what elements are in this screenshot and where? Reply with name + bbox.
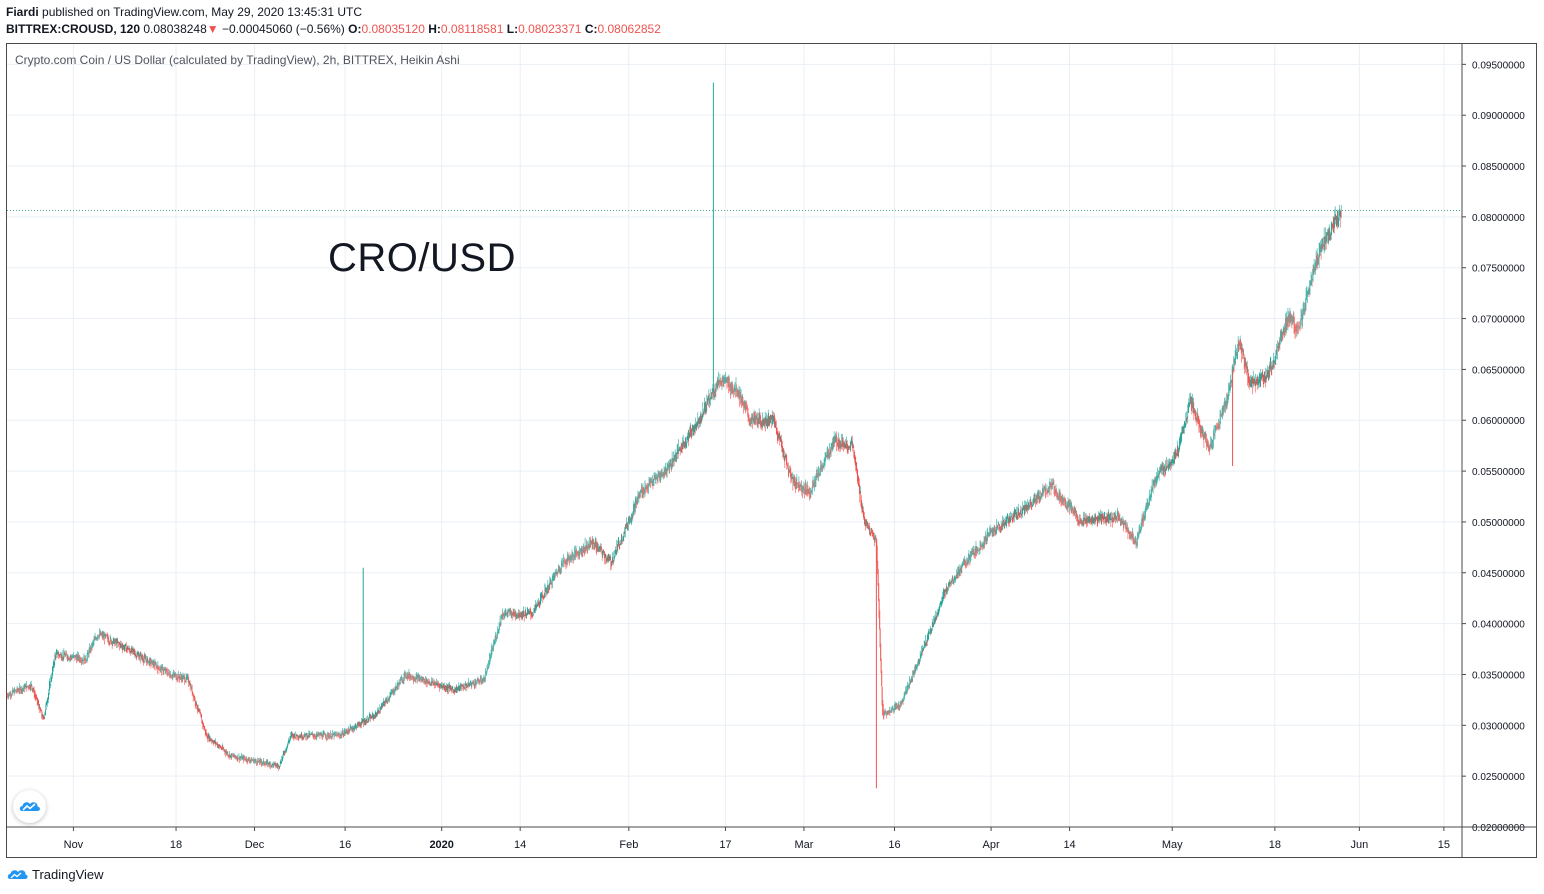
open-value: 0.08035120 xyxy=(361,22,425,36)
time-tick-label: 15 xyxy=(1438,839,1450,851)
time-tick-label: 18 xyxy=(170,839,182,851)
time-tick-label: May xyxy=(1162,839,1183,851)
price-tick-label: 0.07000000 xyxy=(1472,315,1525,326)
symbol-label: BITTREX:CROUSD, 120 xyxy=(6,22,141,36)
price-tick-label: 0.03000000 xyxy=(1472,721,1525,732)
time-tick-label: Apr xyxy=(983,839,1000,851)
time-tick-label: 16 xyxy=(339,839,351,851)
price-tick-label: 0.06500000 xyxy=(1472,365,1525,376)
brand-name[interactable]: TradingView xyxy=(32,866,104,882)
price-axis: 0.02000000 0.02500000 0.03000000 0.03500000… xyxy=(1461,44,1525,857)
author-name[interactable]: Fiardi xyxy=(6,5,39,19)
price-tick-label: 0.09500000 xyxy=(1472,60,1525,71)
chart-title: Crypto.com Coin / US Dollar (calculated … xyxy=(15,53,460,67)
price-tick-label: 0.02500000 xyxy=(1472,772,1525,783)
price-tick-label: 0.05500000 xyxy=(1472,467,1525,478)
close-label: C: xyxy=(584,22,598,36)
low-label: L: xyxy=(506,22,519,36)
price-tick-label: 0.07500000 xyxy=(1472,264,1525,275)
time-tick-label: 14 xyxy=(514,839,526,851)
price-tick-label: 0.04500000 xyxy=(1472,569,1525,580)
price-tick-label: 0.08500000 xyxy=(1472,162,1525,173)
ohlc-line: BITTREX:CROUSD, 120 0.08038248▼ −0.00045… xyxy=(6,21,661,38)
time-tick-label: 18 xyxy=(1269,839,1281,851)
down-arrow-icon: ▼ xyxy=(206,22,219,36)
notable-wicks-layer xyxy=(362,82,1234,789)
close-value: 0.08062852 xyxy=(597,22,661,36)
tradingview-cloud-icon xyxy=(7,870,28,879)
low-value: 0.08023371 xyxy=(518,22,582,36)
footer-brand: TradingView xyxy=(6,866,104,882)
time-tick-label: Mar xyxy=(794,839,813,851)
time-tick-label: Nov xyxy=(64,839,84,851)
time-tick-label: 2020 xyxy=(429,839,453,851)
price-change: −0.00045060 (−0.56%) xyxy=(222,22,345,36)
candles-layer xyxy=(6,204,1342,771)
last-price: 0.08038248 xyxy=(143,22,207,36)
price-tick-label: 0.08000000 xyxy=(1472,213,1525,224)
time-tick-label: Feb xyxy=(619,839,638,851)
price-tick-label: 0.06000000 xyxy=(1472,416,1525,427)
pair-label: CRO/USD xyxy=(328,236,516,280)
price-tick-label: 0.04000000 xyxy=(1472,620,1525,631)
publish-info: published on TradingView.com, May 29, 20… xyxy=(42,5,362,19)
open-label: O: xyxy=(348,22,362,36)
price-tick-label: 0.03500000 xyxy=(1472,670,1525,681)
chart-frame xyxy=(6,43,1537,858)
tradingview-logo-button[interactable] xyxy=(13,790,46,823)
time-axis: Nov 18 Dec 16 2020 14 Feb 17 Mar 16 Apr 14 May 18 Jun 1… xyxy=(7,826,1536,851)
high-value: 0.08118581 xyxy=(440,22,504,36)
chart-grid xyxy=(7,44,1462,828)
price-tick-label: 0.02000000 xyxy=(1472,823,1525,834)
tradingview-cloud-icon xyxy=(19,802,40,811)
price-tick-label: 0.05000000 xyxy=(1472,518,1525,529)
price-tick-label: 0.09000000 xyxy=(1472,111,1525,122)
publish-line: Fiardi published on TradingView.com, May… xyxy=(6,4,661,21)
high-label: H: xyxy=(428,22,441,36)
time-tick-label: 14 xyxy=(1063,839,1075,851)
chart-header: Fiardi published on TradingView.com, May… xyxy=(6,4,661,38)
time-tick-label: Jun xyxy=(1350,839,1368,851)
time-tick-label: 16 xyxy=(888,839,900,851)
time-tick-label: Dec xyxy=(245,839,265,851)
time-tick-label: 17 xyxy=(719,839,731,851)
